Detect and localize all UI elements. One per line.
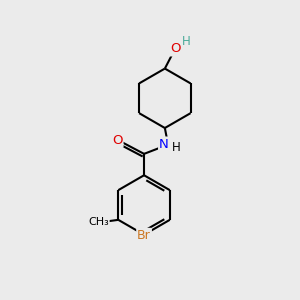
Text: O: O — [112, 134, 123, 147]
Text: H: H — [172, 141, 180, 154]
Text: H: H — [182, 35, 190, 48]
Text: CH₃: CH₃ — [88, 217, 109, 227]
Text: Br: Br — [137, 229, 151, 242]
Text: O: O — [170, 42, 181, 56]
Text: N: N — [159, 138, 169, 151]
